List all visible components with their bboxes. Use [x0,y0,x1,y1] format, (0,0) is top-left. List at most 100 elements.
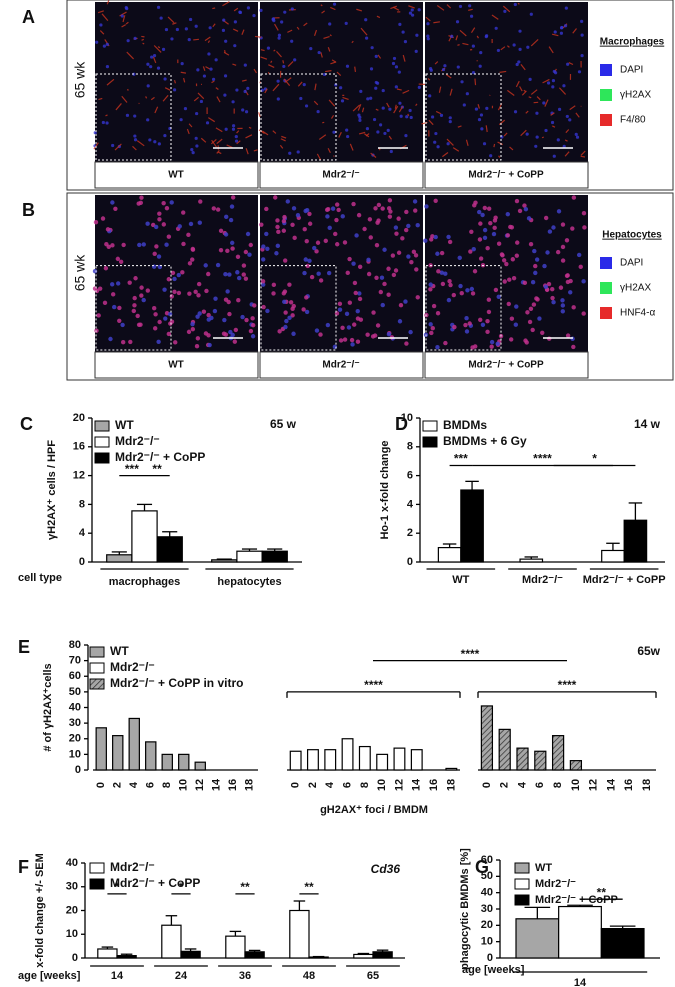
texture [366,97,370,101]
texture [115,281,121,286]
texture [564,273,570,279]
y-axis-label: x-fold change +/- SEM [34,853,46,968]
texture [148,138,152,142]
y-tick-label: 0 [72,952,78,964]
texture [529,12,533,16]
texture [471,246,476,252]
texture [202,66,206,72]
texture [339,86,343,90]
texture [260,56,268,60]
texture [456,65,460,69]
x-tick-label: 4 [516,781,528,788]
texture [377,54,382,59]
texture [470,291,476,296]
texture [347,300,353,305]
texture [274,251,279,256]
legend-label: WT [115,418,134,432]
texture [557,107,562,111]
texture [302,83,306,87]
texture [197,92,205,100]
texture [493,215,498,220]
annotation: Cd36 [371,862,401,876]
texture [517,208,523,214]
texture [425,16,431,22]
texture [366,271,372,277]
texture [209,67,213,71]
texture [164,205,170,211]
texture [198,199,203,204]
texture [125,21,129,25]
legend-label: Mdr2⁻/⁻ + CoPP [115,450,205,464]
texture [563,24,568,28]
texture [325,70,332,73]
micrograph [259,195,423,352]
texture [281,135,287,139]
texture [172,88,177,92]
texture [215,207,221,212]
texture [486,206,492,211]
texture [264,206,269,212]
texture [382,247,387,252]
legend-swatch [600,114,612,126]
texture [139,195,144,200]
texture [275,224,280,230]
texture [551,79,556,83]
texture [550,286,555,292]
texture [465,288,470,293]
texture [535,111,539,115]
texture [533,263,538,269]
texture [515,62,519,67]
texture [576,252,582,258]
texture [375,323,381,328]
texture [518,29,522,33]
texture [224,39,228,43]
texture [304,309,310,315]
texture [381,88,385,93]
texture [221,331,227,336]
texture [463,322,468,328]
texture [568,290,573,295]
texture [232,28,239,32]
texture [216,96,221,103]
texture [145,96,148,99]
texture [553,30,557,34]
texture [448,116,452,120]
texture [492,225,497,231]
texture [188,221,194,227]
bar [601,549,625,563]
texture [157,217,162,222]
y-tick-label: 60 [481,854,493,866]
texture [535,135,539,139]
texture [235,254,241,259]
legend-label: Mdr2⁻/⁻ + CoPP in vitro [110,676,243,690]
texture [560,298,565,303]
texture [131,308,137,314]
error-bar [465,480,479,490]
texture [206,271,211,277]
texture [351,201,356,207]
texture [565,333,571,338]
texture [138,200,144,205]
micrograph-bg [425,2,588,162]
bar [519,558,544,563]
texture [436,145,440,149]
texture [479,51,483,55]
texture [277,33,282,37]
texture [552,69,556,74]
texture [559,31,564,35]
bar [372,951,393,959]
texture [190,321,195,327]
texture [436,4,445,11]
x-tick-label: 6 [341,782,353,788]
error-bar [357,952,370,955]
legend-swatch [89,678,105,690]
texture [163,316,168,321]
texture [512,43,516,47]
texture [496,48,501,53]
texture [211,77,216,81]
texture [577,70,582,74]
texture [521,90,527,96]
texture [527,319,533,325]
texture [101,120,105,125]
y-axis-label: phagocytic BMDMs [%] [459,848,471,970]
